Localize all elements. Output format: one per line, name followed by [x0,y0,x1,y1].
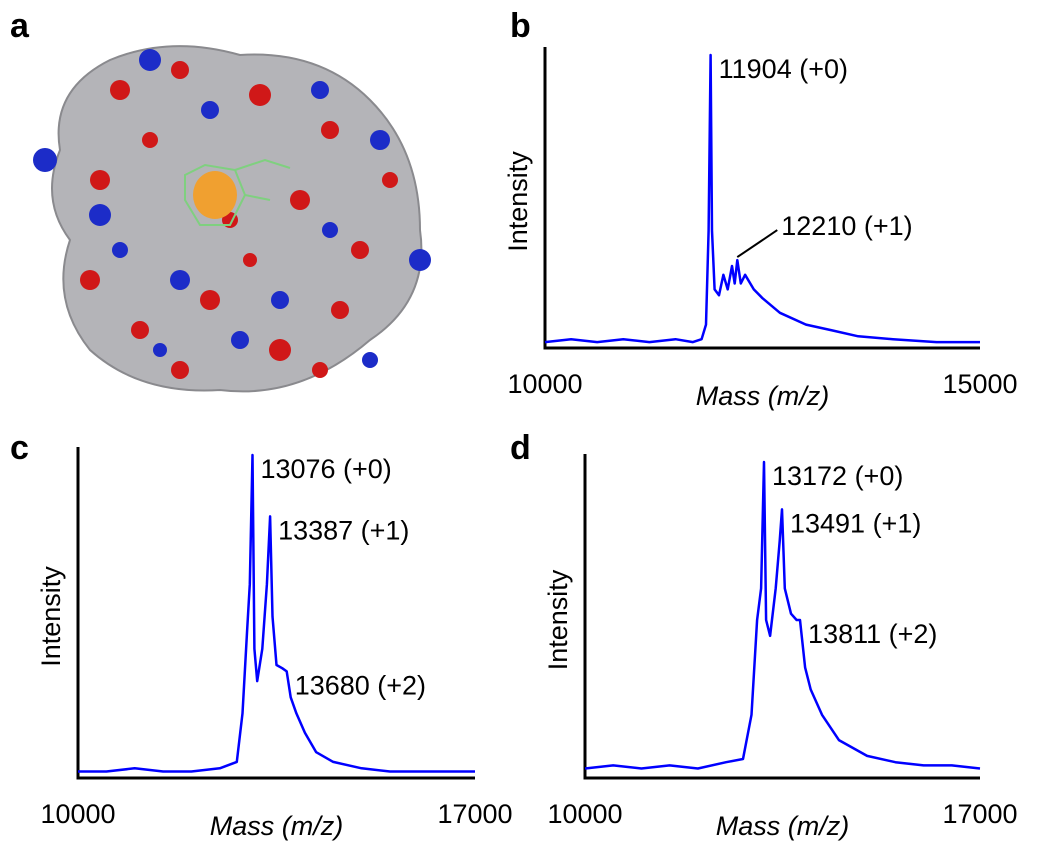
x-tick-label: 17000 [437,799,512,829]
annotation: 13076 (+0) [260,454,391,484]
axes [543,47,980,350]
annotation-leader [736,229,778,258]
annotation: 12210 (+1) [781,211,912,241]
x-tick-label: 10000 [40,799,115,829]
panel-label: b [510,7,531,45]
x-tick-label: 10000 [507,369,582,399]
x-axis-label: Mass (m/z) [696,381,829,411]
y-axis-label: Intensity [503,151,533,252]
annotation: 13491 (+1) [790,509,921,539]
panel-label: a [10,7,30,45]
y-axis-label: Intensity [543,569,573,670]
x-axis-label: Mass (m/z) [210,811,343,841]
x-axis-label: Mass (m/z) [716,811,849,841]
annotation: 13811 (+2) [808,619,937,649]
panel-label: d [510,429,531,467]
annotation: 13172 (+0) [772,461,903,491]
x-tick-label: 17000 [942,799,1017,829]
x-tick-label: 15000 [942,369,1017,399]
panel-label: c [10,429,29,467]
axes [583,454,980,780]
y-axis-label: Intensity [36,566,66,667]
annotation: 13680 (+2) [295,671,426,701]
spectrum-line [584,460,981,770]
spectrum-line [78,453,475,773]
annotation: 11904 (+0) [719,54,848,84]
spectrum-line [544,53,980,344]
x-tick-label: 10000 [547,799,622,829]
axes [76,447,475,780]
protein-surface [33,45,431,393]
annotation: 13387 (+1) [278,515,409,545]
